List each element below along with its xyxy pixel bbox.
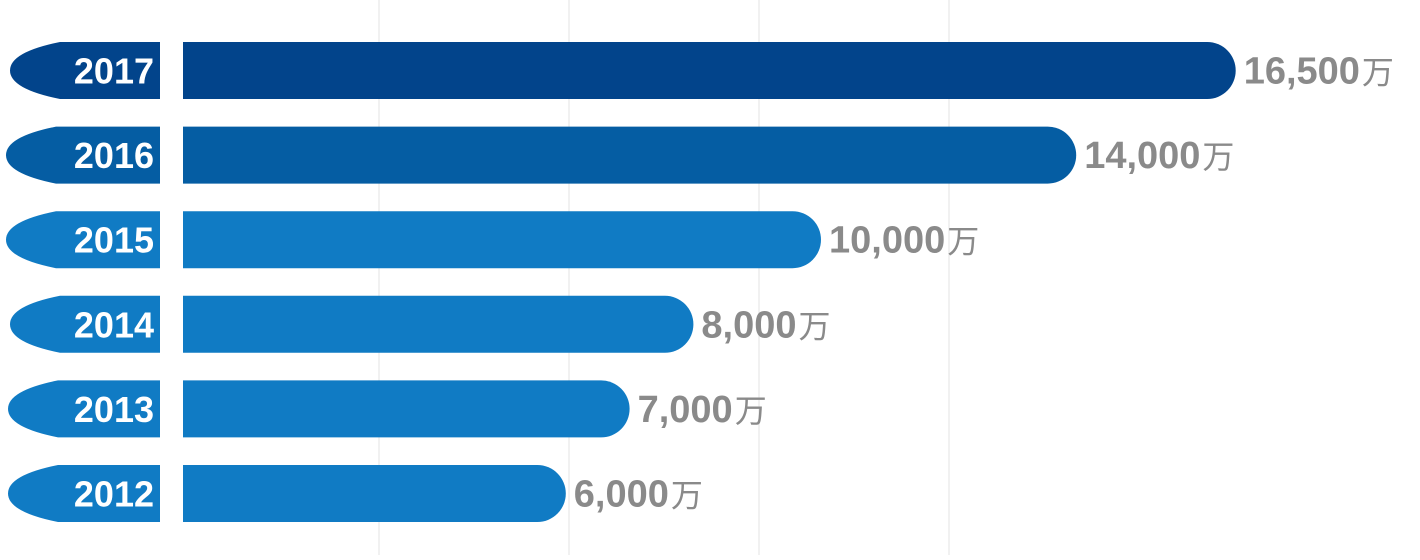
value-label-2013: 7,000万 — [638, 389, 767, 431]
year-label-2014: 2014 — [74, 304, 154, 345]
year-tab-2013 — [8, 380, 160, 438]
value-label-2015: 10,000万 — [829, 220, 979, 262]
bar-2012 — [183, 465, 566, 522]
year-tab-2014 — [10, 295, 160, 353]
year-tab-2016 — [6, 126, 160, 184]
year-tab-2012 — [8, 465, 160, 522]
bar-2013 — [183, 380, 630, 438]
year-label-2016: 2016 — [74, 135, 154, 176]
bar-2014 — [183, 295, 694, 353]
year-label-2012: 2012 — [74, 474, 154, 515]
bar-2015 — [183, 211, 821, 269]
value-label-2014: 8,000万 — [701, 304, 830, 346]
value-label-2012: 6,000万 — [574, 474, 703, 516]
year-label-2017: 2017 — [74, 51, 154, 92]
year-tab-2015 — [6, 211, 160, 269]
bar-2017 — [183, 42, 1236, 99]
value-label-2016: 14,000万 — [1084, 135, 1234, 177]
year-label-2015: 2015 — [74, 220, 154, 261]
year-tab-2017 — [10, 42, 160, 99]
value-label-2017: 16,500万 — [1244, 51, 1394, 93]
bar-2016 — [183, 126, 1077, 184]
year-label-2013: 2013 — [74, 389, 154, 430]
